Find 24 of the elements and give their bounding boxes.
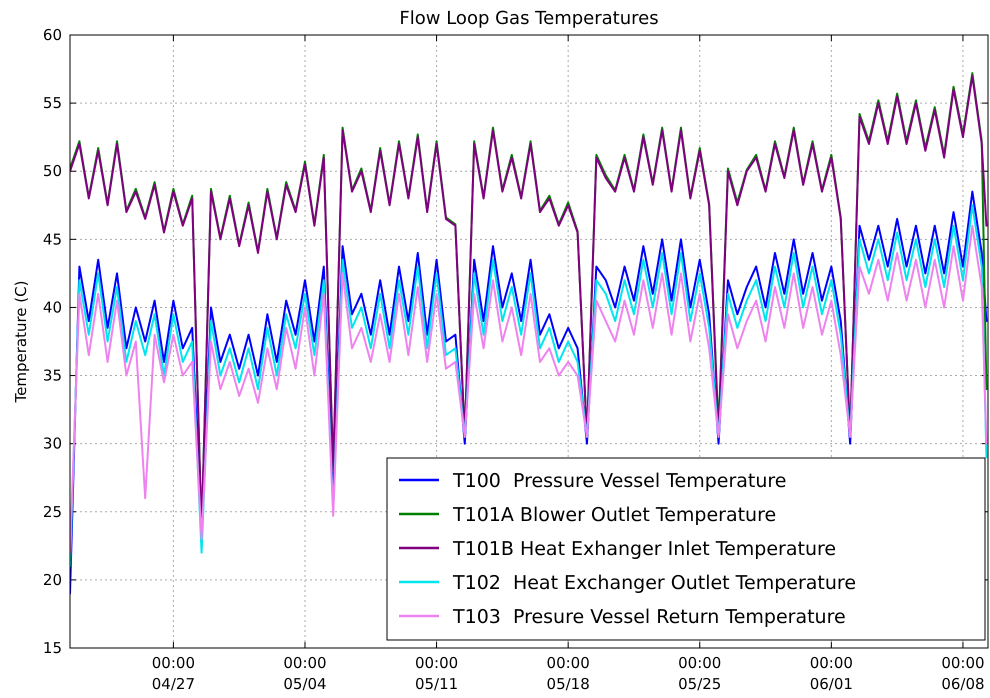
legend-label: T100 Pressure Vessel Temperature (452, 470, 786, 492)
x-tick-label: 00:00 05/11 (414, 654, 458, 693)
x-tick-label: 00:00 05/25 (678, 654, 722, 693)
y-tick-label: 35 (42, 366, 62, 385)
legend-label: T103 Presure Vessel Return Temperature (452, 606, 846, 628)
legend-label: T101B Heat Exhanger Inlet Temperature (452, 538, 836, 560)
y-tick-label: 15 (42, 639, 62, 657)
y-tick-label: 40 (42, 298, 62, 316)
legend-label: T101A Blower Outlet Temperature (452, 504, 776, 526)
y-tick-label: 45 (42, 230, 62, 248)
x-tick-label: 00:00 05/18 (546, 654, 590, 693)
y-axis-title: Temperature (C) (12, 280, 30, 404)
x-tick-label: 00:00 06/01 (810, 654, 853, 693)
x-tick-label: 00:00 04/27 (152, 654, 196, 693)
y-tick-label: 30 (42, 434, 62, 453)
y-tick-label: 25 (42, 502, 62, 521)
legend-label: T102 Heat Exchanger Outlet Temperature (452, 572, 856, 594)
y-tick-label: 55 (42, 94, 62, 112)
y-tick-label: 60 (42, 26, 62, 44)
y-tick-label: 20 (42, 570, 62, 589)
chart-title: Flow Loop Gas Temperatures (399, 8, 659, 29)
x-tick-label: 00:00 06/08 (941, 654, 985, 693)
y-tick-label: 50 (42, 162, 62, 180)
x-tick-label: 00:00 05/04 (283, 654, 327, 693)
